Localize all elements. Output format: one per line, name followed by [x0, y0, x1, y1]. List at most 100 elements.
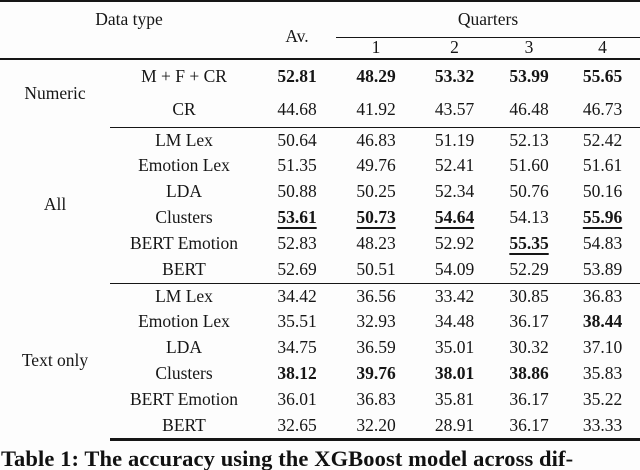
value-cell: 34.42: [258, 282, 337, 309]
value-cell: 48.29: [336, 58, 417, 93]
value-cell: 38.12: [277, 363, 317, 384]
header-average: Av.: [258, 0, 337, 59]
value-cell: 50.16: [582, 181, 623, 202]
value-cell: 32.93: [356, 311, 396, 332]
method-label: CR: [172, 99, 196, 119]
value-cell: 52.83: [277, 233, 317, 254]
value-cell: 38.86: [509, 363, 549, 384]
value-cell: 51.35: [277, 155, 317, 176]
table-row: CR 44.68 41.92 43.57 46.48 46.73: [0, 93, 640, 127]
group-label: Text only: [21, 350, 89, 371]
value-cell: 55.96: [582, 207, 623, 228]
table-row: BERT 52.69 50.51 54.09 52.29 53.89: [0, 257, 640, 283]
table-body: Numeric M + F + CR 52.81 48.29 53.32 53.99 55.…: [0, 58, 640, 441]
method-label: BERT Emotion: [130, 233, 239, 254]
value-cell: 35.22: [582, 389, 623, 410]
value-cell: 41.92: [356, 99, 396, 119]
value-cell: 39.76: [356, 363, 396, 384]
value-cell: 51.61: [582, 155, 623, 176]
value-cell: 36.17: [493, 413, 566, 441]
value-cell: 37.10: [582, 337, 623, 358]
value-cell: 53.61: [277, 207, 317, 228]
value-cell: 28.91: [416, 413, 494, 441]
group-label: All: [43, 194, 67, 215]
method-label: BERT Emotion: [130, 389, 239, 410]
table-row: Text only LM Lex 34.42 36.56 33.42 30.85 36.83: [0, 282, 640, 369]
table-row: LDA 34.75 36.59 35.01 30.32 37.10: [0, 335, 640, 361]
value-cell: 50.25: [356, 181, 396, 202]
method-label: BERT: [162, 259, 206, 279]
value-cell: 51.60: [509, 155, 549, 176]
value-cell: 48.23: [356, 233, 396, 254]
value-cell: 35.51: [277, 311, 317, 332]
value-cell: 50.64: [258, 126, 337, 153]
value-cell: 35.83: [582, 363, 623, 384]
value-cell: 36.83: [565, 282, 640, 309]
value-cell: 36.17: [509, 389, 549, 410]
table-row: BERT 32.65 32.20 28.91 36.17 33.33: [0, 413, 640, 441]
value-cell: 46.83: [336, 126, 417, 153]
value-cell: 34.48: [434, 311, 475, 332]
table-row: BERT Emotion 52.83 48.23 52.92 55.35 54.83: [0, 231, 640, 257]
method-label: M + F + CR: [110, 58, 259, 93]
method-label: Clusters: [155, 207, 213, 228]
method-label: LM Lex: [110, 282, 259, 309]
value-cell: 53.89: [582, 259, 623, 279]
table-caption: Table 1: The accuracy using the XGBoost …: [1, 445, 574, 470]
value-cell: 51.19: [416, 126, 494, 153]
method-label: Emotion Lex: [138, 155, 230, 176]
value-cell: 50.88: [277, 181, 317, 202]
value-cell: 35.81: [434, 389, 475, 410]
value-cell: 50.51: [356, 259, 396, 279]
header-quarter-2: 2: [450, 37, 459, 57]
header-quarters: Quarters: [336, 0, 640, 38]
value-cell: 53.99: [493, 58, 566, 93]
method-label: LDA: [166, 337, 202, 358]
value-cell: 46.73: [582, 99, 623, 119]
table-row: Numeric M + F + CR 52.81 48.29 53.32 53.99 55.…: [0, 58, 640, 127]
method-label: BERT: [110, 413, 259, 441]
table-row: All LM Lex 50.64 46.83 51.19 52.13 52.42: [0, 126, 640, 213]
value-cell: 52.34: [434, 181, 475, 202]
value-cell: 36.59: [356, 337, 396, 358]
value-cell: 52.92: [434, 233, 475, 254]
value-cell: 36.83: [356, 389, 396, 410]
value-cell: 38.44: [582, 311, 623, 332]
value-cell: 52.41: [434, 155, 475, 176]
value-cell: 35.01: [434, 337, 475, 358]
value-cell: 34.75: [277, 337, 317, 358]
header-quarter-1: 1: [371, 37, 381, 57]
header-quarter-4: 4: [598, 37, 607, 57]
value-cell: 30.85: [493, 282, 566, 309]
value-cell: 36.56: [336, 282, 417, 309]
value-cell: 36.01: [277, 389, 317, 410]
value-cell: 52.42: [565, 126, 640, 153]
header-quarter-3: 3: [524, 37, 534, 57]
table-row: BERT Emotion 36.01 36.83 35.81 36.17 35.22: [0, 387, 640, 413]
value-cell: 49.76: [356, 155, 396, 176]
value-cell: 36.17: [509, 311, 549, 332]
value-cell: 50.73: [356, 207, 396, 228]
value-cell: 30.32: [509, 337, 549, 358]
value-cell: 52.81: [258, 58, 337, 93]
value-cell: 43.57: [434, 99, 475, 119]
value-cell: 54.13: [509, 207, 549, 228]
header-data-type: Data type: [0, 0, 259, 59]
value-cell: 54.83: [582, 233, 623, 254]
value-cell: 44.68: [277, 99, 317, 119]
value-cell: 55.35: [509, 233, 549, 254]
method-label: Clusters: [155, 363, 213, 384]
table-row: LDA 50.88 50.25 52.34 50.76 50.16: [0, 179, 640, 205]
table-row: Clusters 53.61 50.73 54.64 54.13 55.96: [0, 205, 640, 231]
table-row: Clusters 38.12 39.76 38.01 38.86 35.83: [0, 361, 640, 387]
value-cell: 33.33: [565, 413, 640, 441]
value-cell: 52.13: [493, 126, 566, 153]
value-cell: 52.29: [509, 259, 549, 279]
method-label: LDA: [166, 181, 202, 202]
method-label: Emotion Lex: [138, 311, 230, 332]
table-row: Emotion Lex 35.51 32.93 34.48 36.17 38.44: [0, 309, 640, 335]
value-cell: 33.42: [416, 282, 494, 309]
table-row: Emotion Lex 51.35 49.76 52.41 51.60 51.61: [0, 153, 640, 179]
value-cell: 38.01: [434, 363, 475, 384]
